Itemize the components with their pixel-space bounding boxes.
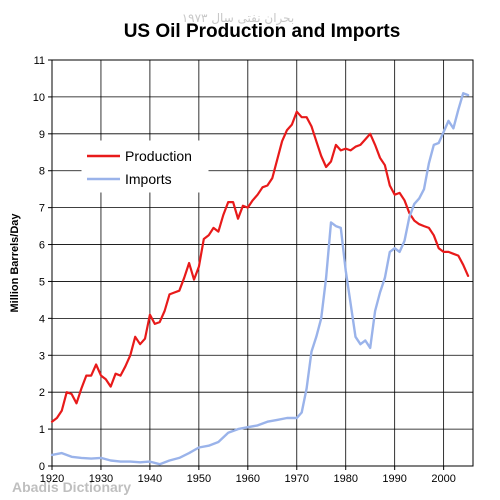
plot-frame (51, 59, 474, 467)
x-tick-label: 1970 (285, 473, 309, 485)
y-tick-label: 4 (39, 313, 45, 325)
y-tick-label: 10 (33, 92, 45, 104)
y-tick-label: 3 (39, 350, 45, 362)
x-tick-label: 1920 (40, 473, 64, 485)
x-tick-label: 2000 (431, 473, 455, 485)
series-lines (50, 91, 470, 466)
axis-ticks: 0 1 2 3 4 5 6 7 8 9 10 11 1920 1930 1940 1950 1960 1970 19… (33, 55, 456, 485)
x-tick-label: 1960 (236, 473, 260, 485)
y-tick-label: 7 (39, 203, 45, 215)
legend-label-production: Production (125, 148, 192, 164)
x-tick-label: 1950 (187, 473, 211, 485)
watermark-bottom: Abadis Dictionary (12, 479, 131, 495)
y-tick-label: 5 (39, 276, 45, 288)
legend-label-imports: Imports (125, 171, 172, 187)
x-tick-label: 1940 (138, 473, 162, 485)
legend-box (81, 140, 209, 193)
y-tick-label: 6 (39, 240, 45, 252)
x-tick-label: 1980 (333, 473, 357, 485)
grid (52, 60, 473, 466)
y-tick-label: 11 (34, 55, 45, 67)
x-tick-label: 1930 (89, 473, 113, 485)
y-tick-label: 2 (39, 387, 45, 399)
x-tick-label: 1990 (382, 473, 406, 485)
series-line-imports (50, 91, 470, 466)
legend: Production Imports (81, 140, 209, 193)
y-tick-label: 9 (39, 129, 45, 141)
chart-title: US Oil Production and Imports (124, 21, 401, 42)
series-line-production (50, 110, 470, 423)
y-tick-label: 8 (39, 166, 45, 178)
watermark-top: بحران نفتی سال ۱۹۷۳ (182, 11, 295, 26)
y-tick-label: 0 (39, 461, 45, 473)
y-tick-label: 1 (39, 424, 45, 436)
y-axis-label: Million Barrels/Day (9, 213, 21, 313)
